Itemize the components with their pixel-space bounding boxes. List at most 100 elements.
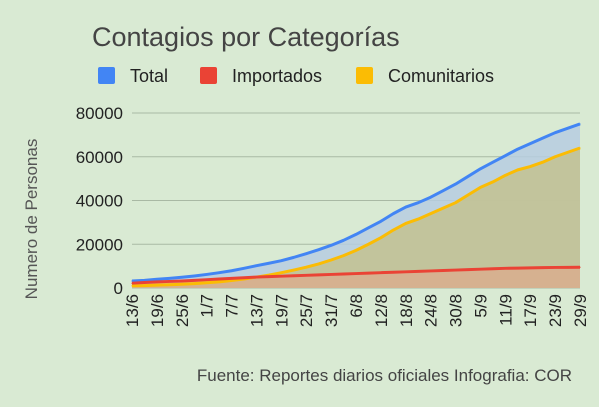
point-importados xyxy=(529,267,531,269)
point-comunitarios xyxy=(355,249,357,251)
y-tick-label: 20000 xyxy=(76,235,123,254)
point-total xyxy=(492,161,494,163)
point-importados xyxy=(342,273,345,275)
point-total xyxy=(305,253,307,255)
point-comunitarios xyxy=(579,147,581,149)
x-tick-label: 7/7 xyxy=(223,294,242,318)
point-total xyxy=(131,280,133,282)
point-importados xyxy=(156,281,158,283)
point-comunitarios xyxy=(367,243,370,245)
x-tick-label: 25/6 xyxy=(173,294,192,327)
point-total xyxy=(517,148,519,150)
area-importados xyxy=(132,267,580,288)
point-total xyxy=(143,279,146,281)
point-total xyxy=(168,277,170,279)
point-importados xyxy=(579,266,581,268)
point-importados xyxy=(504,267,506,269)
point-importados xyxy=(454,269,457,271)
point-comunitarios xyxy=(566,151,569,153)
point-total xyxy=(405,206,407,208)
point-comunitarios xyxy=(392,229,394,231)
point-importados xyxy=(542,267,544,269)
point-total xyxy=(554,132,556,134)
point-importados xyxy=(293,275,295,277)
point-importados xyxy=(255,276,258,278)
point-comunitarios xyxy=(330,259,332,261)
point-comunitarios xyxy=(305,266,307,268)
point-comunitarios xyxy=(454,202,457,204)
y-tick-label: 0 xyxy=(114,279,123,298)
x-tick-label: 1/7 xyxy=(198,294,217,318)
point-importados xyxy=(405,271,407,273)
point-total xyxy=(417,202,419,204)
legend-label-comunitarios: Comunitarios xyxy=(388,66,494,86)
point-total xyxy=(566,127,569,129)
point-total xyxy=(206,273,208,276)
point-importados xyxy=(367,272,370,274)
legend-item-comunitarios: Comunitarios xyxy=(356,66,494,86)
y-tick-label: 80000 xyxy=(76,104,123,123)
point-importados xyxy=(330,273,332,276)
point-total xyxy=(467,175,469,178)
point-total xyxy=(392,213,394,215)
point-importados xyxy=(218,278,220,280)
point-total xyxy=(454,183,457,185)
area-comunitarios xyxy=(132,148,580,288)
y-tick-label: 60000 xyxy=(76,148,123,167)
x-tick-label: 6/8 xyxy=(347,294,366,318)
point-total xyxy=(193,275,195,277)
point-total xyxy=(355,233,357,236)
point-importados xyxy=(131,282,133,284)
x-tick-label: 17/9 xyxy=(521,294,540,327)
legend-swatch-comunitarios xyxy=(356,67,373,84)
x-tick-label: 13/7 xyxy=(247,294,266,327)
x-tick-label: 23/9 xyxy=(546,294,565,327)
point-total xyxy=(318,249,320,251)
point-importados xyxy=(554,266,556,269)
point-comunitarios xyxy=(504,174,506,176)
point-comunitarios xyxy=(181,283,183,285)
point-comunitarios xyxy=(342,255,345,257)
x-axis-ticks: 13/6 19/6 25/6 1/7 7/7 13/7 19/7 25/7 31/7 6/8 12/… xyxy=(123,294,590,327)
point-total xyxy=(268,262,270,264)
point-importados xyxy=(193,279,195,281)
source-credit: Fuente: Reportes diarios oficiales Infog… xyxy=(197,366,572,385)
point-comunitarios xyxy=(554,156,556,158)
y-tick-label: 40000 xyxy=(76,192,123,211)
point-importados xyxy=(168,280,170,283)
point-comunitarios xyxy=(143,284,146,287)
point-total xyxy=(542,137,544,139)
point-total xyxy=(380,220,382,222)
point-comunitarios xyxy=(168,284,170,286)
point-total xyxy=(442,190,444,192)
point-total xyxy=(330,244,332,246)
point-comunitarios xyxy=(380,237,382,239)
point-total xyxy=(181,276,183,278)
point-comunitarios xyxy=(467,194,469,196)
point-comunitarios xyxy=(230,279,233,282)
legend-swatch-total xyxy=(98,67,115,84)
point-total xyxy=(280,260,282,262)
point-total xyxy=(230,270,233,272)
point-importados xyxy=(430,270,432,272)
point-comunitarios xyxy=(131,285,133,287)
x-tick-label: 18/8 xyxy=(397,294,416,327)
point-total xyxy=(243,267,245,269)
point-importados xyxy=(230,277,233,279)
point-comunitarios xyxy=(417,218,419,220)
point-total xyxy=(255,265,258,267)
point-importados xyxy=(206,279,208,281)
legend: Total Importados Comunitarios xyxy=(98,66,494,86)
point-total xyxy=(504,155,506,157)
point-comunitarios xyxy=(492,181,494,183)
point-total xyxy=(529,143,531,145)
x-tick-label: 12/8 xyxy=(372,294,391,327)
point-importados xyxy=(392,271,394,273)
point-total xyxy=(430,196,432,198)
point-total xyxy=(293,256,295,258)
x-tick-label: 29/9 xyxy=(571,294,590,327)
y-axis-label: Numero de Personas xyxy=(22,139,41,300)
legend-label-total: Total xyxy=(130,66,168,86)
point-importados xyxy=(280,275,282,277)
